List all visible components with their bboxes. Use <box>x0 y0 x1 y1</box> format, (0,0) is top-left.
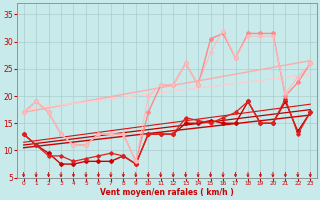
X-axis label: Vent moyen/en rafales ( km/h ): Vent moyen/en rafales ( km/h ) <box>100 188 234 197</box>
